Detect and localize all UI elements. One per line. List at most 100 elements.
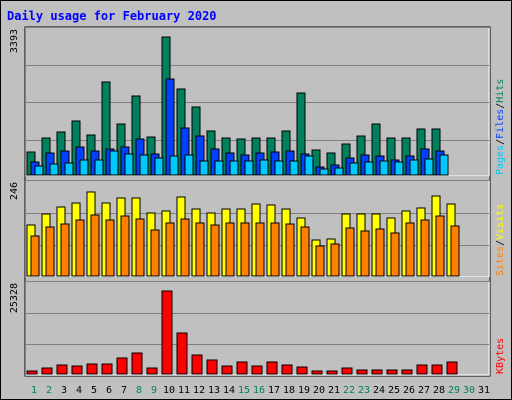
day-label-7: 7 [121,385,127,396]
bar-sites-day-23 [360,230,370,277]
bar-pages-day-19 [304,155,314,176]
bar-sites-day-12 [195,222,205,277]
bar-kbytes-day-9 [146,367,158,375]
day-label-30: 30 [463,385,475,396]
bar-sites-day-28 [435,215,445,277]
bar-pages-day-6 [109,150,119,176]
bar-kbytes-day-15 [236,361,248,375]
bar-sites-day-18 [285,223,295,277]
day-label-24: 24 [373,385,385,396]
bar-kbytes-day-11 [176,332,188,375]
bar-pages-day-5 [94,159,104,176]
day-label-15: 15 [238,385,250,396]
bar-kbytes-day-23 [356,369,368,375]
bar-pages-day-18 [289,160,299,176]
day-label-3: 3 [61,385,67,396]
legend-entry: Pages [495,145,506,175]
bar-kbytes-day-5 [86,363,98,375]
bar-kbytes-day-8 [131,352,143,375]
bar-pages-day-16 [259,159,269,176]
day-label-12: 12 [193,385,205,396]
bar-kbytes-day-27 [416,364,428,375]
chart-title: Daily usage for February 2020 [7,9,217,23]
bar-pages-day-26 [409,159,419,176]
bar-sites-day-27 [420,219,430,277]
legend-kbytes: KBytes [495,338,506,374]
day-label-31: 31 [478,385,490,396]
day-label-23: 23 [358,385,370,396]
day-label-20: 20 [313,385,325,396]
bar-pages-day-2 [49,163,59,176]
bar-sites-day-9 [150,229,160,277]
day-label-8: 8 [136,385,142,396]
bar-kbytes-day-14 [221,365,233,375]
bar-kbytes-day-22 [341,367,353,375]
bar-sites-day-13 [210,224,220,277]
bar-pages-day-21 [334,167,344,176]
bar-sites-day-24 [375,228,385,277]
legend-visits-sites: Sites/Visits [495,204,506,276]
day-label-5: 5 [91,385,97,396]
day-label-9: 9 [151,385,157,396]
bar-sites-day-17 [270,222,280,277]
day-label-18: 18 [283,385,295,396]
bar-pages-day-20 [319,168,329,176]
bar-kbytes-day-2 [41,367,53,375]
bar-kbytes-day-26 [401,369,413,375]
bar-sites-day-4 [75,219,85,277]
day-label-14: 14 [223,385,235,396]
bar-pages-day-25 [394,161,404,176]
bar-sites-day-8 [135,218,145,277]
bar-kbytes-day-20 [311,370,323,375]
bar-pages-day-7 [124,153,134,176]
bar-kbytes-day-12 [191,354,203,375]
day-label-4: 4 [76,385,82,396]
legend-entry: Visits [495,204,506,240]
bar-pages-day-13 [214,160,224,176]
bar-sites-day-15 [240,222,250,277]
bar-sites-day-11 [180,218,190,277]
bar-pages-day-4 [79,159,89,176]
bar-kbytes-day-19 [296,366,308,375]
bar-sites-day-7 [120,215,130,277]
legend-entry: Sites [495,246,506,276]
bar-pages-day-10 [169,155,179,176]
bar-pages-day-9 [154,157,164,176]
bar-pages-day-27 [424,158,434,176]
day-label-28: 28 [433,385,445,396]
bar-sites-day-22 [345,227,355,277]
bar-sites-day-21 [330,243,340,277]
bar-sites-day-19 [300,226,310,277]
ymax-label-hits-files-pages: 3393 [9,29,20,53]
bar-kbytes-day-24 [371,369,383,375]
bar-sites-day-6 [105,219,115,277]
bar-pages-day-22 [349,162,359,176]
legend-entry: Files [495,109,506,139]
bar-pages-day-8 [139,154,149,176]
bar-pages-day-28 [439,154,449,176]
bar-kbytes-day-16 [251,365,263,375]
day-label-6: 6 [106,385,112,396]
legend-entry: KBytes [495,338,506,374]
day-label-25: 25 [388,385,400,396]
bar-kbytes-day-25 [386,369,398,375]
bar-pages-day-23 [364,161,374,176]
bar-kbytes-day-18 [281,364,293,375]
day-label-17: 17 [268,385,280,396]
day-label-1: 1 [31,385,37,396]
day-label-29: 29 [448,385,460,396]
bar-kbytes-day-10 [161,290,173,375]
day-label-11: 11 [178,385,190,396]
day-label-21: 21 [328,385,340,396]
bar-sites-day-3 [60,223,70,277]
bar-pages-day-15 [244,160,254,176]
bar-sites-day-2 [45,226,55,277]
bar-sites-day-14 [225,222,235,277]
ymax-label-kbytes: 25328 [9,283,20,313]
day-label-16: 16 [253,385,265,396]
bar-sites-day-29 [450,225,460,277]
bar-kbytes-day-7 [116,357,128,375]
legend-entry: / [495,139,506,145]
bar-pages-day-1 [34,165,44,176]
